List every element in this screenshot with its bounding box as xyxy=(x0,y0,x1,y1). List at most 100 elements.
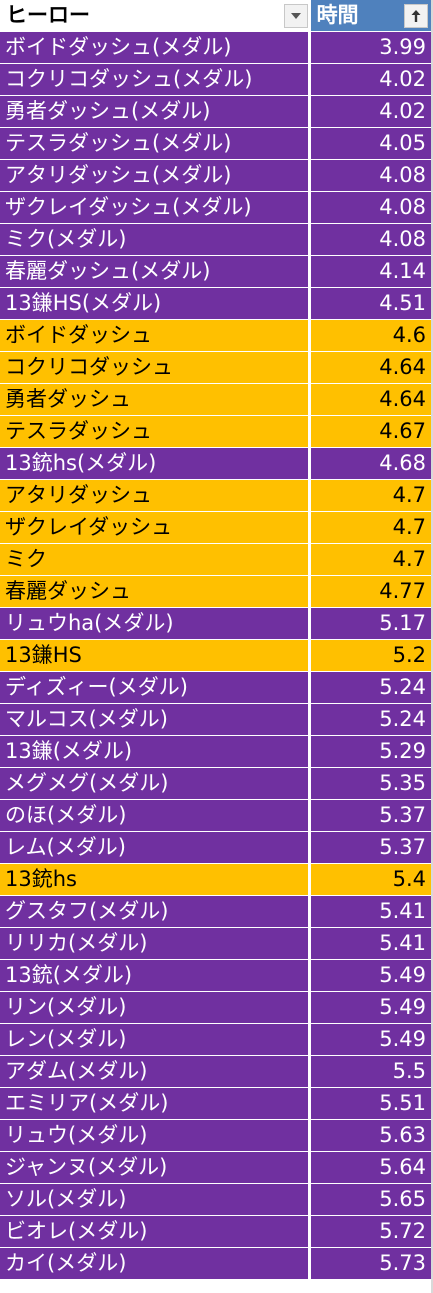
time-value-cell[interactable]: 4.08 xyxy=(307,160,431,191)
time-value-cell[interactable]: 5.41 xyxy=(307,896,431,927)
hero-name-cell[interactable]: ザクレイダッシュ xyxy=(5,515,173,539)
hero-name-cell[interactable]: のほ(メダル) xyxy=(5,803,127,827)
hero-name-cell[interactable]: 13銃hs(メダル) xyxy=(5,451,157,475)
hero-name-cell[interactable]: メグメグ(メダル) xyxy=(5,771,169,795)
table-row[interactable]: テスラダッシュ 4.67 xyxy=(0,416,431,448)
table-row[interactable]: カイ(メダル) 5.73 xyxy=(0,1248,431,1280)
time-value-cell[interactable]: 5.72 xyxy=(307,1216,431,1247)
time-value-cell[interactable]: 5.49 xyxy=(307,1024,431,1055)
hero-name-cell[interactable]: エミリア(メダル) xyxy=(5,1091,169,1115)
hero-name-cell[interactable]: 勇者ダッシュ xyxy=(5,387,131,411)
table-row[interactable]: ボイドダッシュ 4.6 xyxy=(0,320,431,352)
table-row[interactable]: 13銃(メダル) 5.49 xyxy=(0,960,431,992)
time-value-cell[interactable]: 5.4 xyxy=(307,864,431,895)
time-value-cell[interactable]: 5.29 xyxy=(307,736,431,767)
table-row[interactable]: テスラダッシュ(メダル) 4.05 xyxy=(0,128,431,160)
table-row[interactable]: リュウ(メダル) 5.63 xyxy=(0,1120,431,1152)
table-row[interactable]: ジャンヌ(メダル) 5.64 xyxy=(0,1152,431,1184)
table-row[interactable]: 13銃hs 5.4 xyxy=(0,864,431,896)
hero-name-cell[interactable]: テスラダッシュ xyxy=(5,419,152,443)
hero-name-cell[interactable]: ビオレ(メダル) xyxy=(5,1219,148,1243)
table-row[interactable]: 勇者ダッシュ 4.64 xyxy=(0,384,431,416)
time-sort-button[interactable] xyxy=(404,4,428,28)
hero-name-cell[interactable]: コクリコダッシュ xyxy=(5,355,173,379)
table-row[interactable]: ボイドダッシュ(メダル) 3.99 xyxy=(0,32,431,64)
time-value-cell[interactable]: 5.41 xyxy=(307,928,431,959)
time-value-cell[interactable]: 5.73 xyxy=(307,1248,431,1279)
hero-name-cell[interactable]: 春麗ダッシュ xyxy=(5,579,131,603)
table-row[interactable]: 勇者ダッシュ(メダル) 4.02 xyxy=(0,96,431,128)
time-value-cell[interactable]: 5.65 xyxy=(307,1184,431,1215)
hero-name-cell[interactable]: 13銃hs xyxy=(5,867,77,891)
hero-name-cell[interactable]: 春麗ダッシュ(メダル) xyxy=(5,259,211,283)
hero-name-cell[interactable]: リリカ(メダル) xyxy=(5,931,148,955)
time-value-cell[interactable]: 4.02 xyxy=(307,64,431,95)
hero-name-cell[interactable]: ミク xyxy=(5,547,47,571)
table-row[interactable]: アタリダッシュ 4.7 xyxy=(0,480,431,512)
hero-name-cell[interactable]: ボイドダッシュ(メダル) xyxy=(5,35,232,59)
time-value-cell[interactable]: 4.14 xyxy=(307,256,431,287)
hero-name-cell[interactable]: ソル(メダル) xyxy=(5,1187,127,1211)
table-row[interactable]: リュウha(メダル) 5.17 xyxy=(0,608,431,640)
table-row[interactable]: ディズィー(メダル) 5.24 xyxy=(0,672,431,704)
hero-name-cell[interactable]: ディズィー(メダル) xyxy=(5,675,188,699)
table-row[interactable]: メグメグ(メダル) 5.35 xyxy=(0,768,431,800)
time-value-cell[interactable]: 4.7 xyxy=(307,512,431,543)
time-value-cell[interactable]: 5.37 xyxy=(307,800,431,831)
time-value-cell[interactable]: 5.5 xyxy=(307,1056,431,1087)
time-value-cell[interactable]: 4.7 xyxy=(307,544,431,575)
hero-name-cell[interactable]: コクリコダッシュ(メダル) xyxy=(5,67,253,91)
table-row[interactable]: 春麗ダッシュ(メダル) 4.14 xyxy=(0,256,431,288)
table-row[interactable]: コクリコダッシュ 4.64 xyxy=(0,352,431,384)
hero-name-cell[interactable]: 勇者ダッシュ(メダル) xyxy=(5,99,211,123)
hero-name-cell[interactable]: アダム(メダル) xyxy=(5,1059,148,1083)
time-value-cell[interactable]: 4.08 xyxy=(307,224,431,255)
time-value-cell[interactable]: 4.6 xyxy=(307,320,431,351)
table-row[interactable]: エミリア(メダル) 5.51 xyxy=(0,1088,431,1120)
table-row[interactable]: アタリダッシュ(メダル) 4.08 xyxy=(0,160,431,192)
time-value-cell[interactable]: 5.64 xyxy=(307,1152,431,1183)
hero-name-cell[interactable]: 13鎌(メダル) xyxy=(5,739,133,763)
time-value-cell[interactable]: 5.63 xyxy=(307,1120,431,1151)
table-row[interactable]: レム(メダル) 5.37 xyxy=(0,832,431,864)
table-row[interactable]: 春麗ダッシュ 4.77 xyxy=(0,576,431,608)
hero-name-cell[interactable]: リュウ(メダル) xyxy=(5,1123,148,1147)
hero-name-cell[interactable]: レン(メダル) xyxy=(5,1027,127,1051)
table-row[interactable]: ソル(メダル) 5.65 xyxy=(0,1184,431,1216)
table-row[interactable]: ミク(メダル) 4.08 xyxy=(0,224,431,256)
hero-name-cell[interactable]: 13鎌HS(メダル) xyxy=(5,291,162,315)
hero-name-cell[interactable]: ジャンヌ(メダル) xyxy=(5,1155,168,1179)
table-row[interactable]: ビオレ(メダル) 5.72 xyxy=(0,1216,431,1248)
hero-name-cell[interactable]: アタリダッシュ xyxy=(5,483,152,507)
time-value-cell[interactable]: 5.2 xyxy=(307,640,431,671)
time-value-cell[interactable]: 5.24 xyxy=(307,704,431,735)
time-value-cell[interactable]: 5.17 xyxy=(307,608,431,639)
time-value-cell[interactable]: 5.35 xyxy=(307,768,431,799)
time-value-cell[interactable]: 4.64 xyxy=(307,352,431,383)
table-row[interactable]: レン(メダル) 5.49 xyxy=(0,1024,431,1056)
hero-name-cell[interactable]: 13鎌HS xyxy=(5,643,82,667)
table-row[interactable]: ザクレイダッシュ(メダル) 4.08 xyxy=(0,192,431,224)
time-column-header[interactable]: 時間 xyxy=(307,0,431,31)
hero-name-cell[interactable]: アタリダッシュ(メダル) xyxy=(5,163,232,187)
time-value-cell[interactable]: 4.02 xyxy=(307,96,431,127)
time-value-cell[interactable]: 3.99 xyxy=(307,32,431,63)
hero-name-cell[interactable]: ボイドダッシュ xyxy=(5,323,152,347)
table-row[interactable]: グスタフ(メダル) 5.41 xyxy=(0,896,431,928)
hero-name-cell[interactable]: マルコス(メダル) xyxy=(5,707,168,731)
table-row[interactable]: マルコス(メダル) 5.24 xyxy=(0,704,431,736)
table-row[interactable]: ザクレイダッシュ 4.7 xyxy=(0,512,431,544)
time-value-cell[interactable]: 4.05 xyxy=(307,128,431,159)
time-value-cell[interactable]: 4.68 xyxy=(307,448,431,479)
time-value-cell[interactable]: 4.67 xyxy=(307,416,431,447)
hero-name-cell[interactable]: テスラダッシュ(メダル) xyxy=(5,131,232,155)
hero-filter-button[interactable] xyxy=(283,4,308,28)
time-value-cell[interactable]: 4.77 xyxy=(307,576,431,607)
time-value-cell[interactable]: 4.64 xyxy=(307,384,431,415)
table-row[interactable]: 13銃hs(メダル) 4.68 xyxy=(0,448,431,480)
hero-name-cell[interactable]: レム(メダル) xyxy=(5,835,126,859)
table-row[interactable]: リリカ(メダル) 5.41 xyxy=(0,928,431,960)
hero-name-cell[interactable]: ザクレイダッシュ(メダル) xyxy=(5,195,252,219)
time-value-cell[interactable]: 5.49 xyxy=(307,960,431,991)
time-value-cell[interactable]: 4.08 xyxy=(307,192,431,223)
